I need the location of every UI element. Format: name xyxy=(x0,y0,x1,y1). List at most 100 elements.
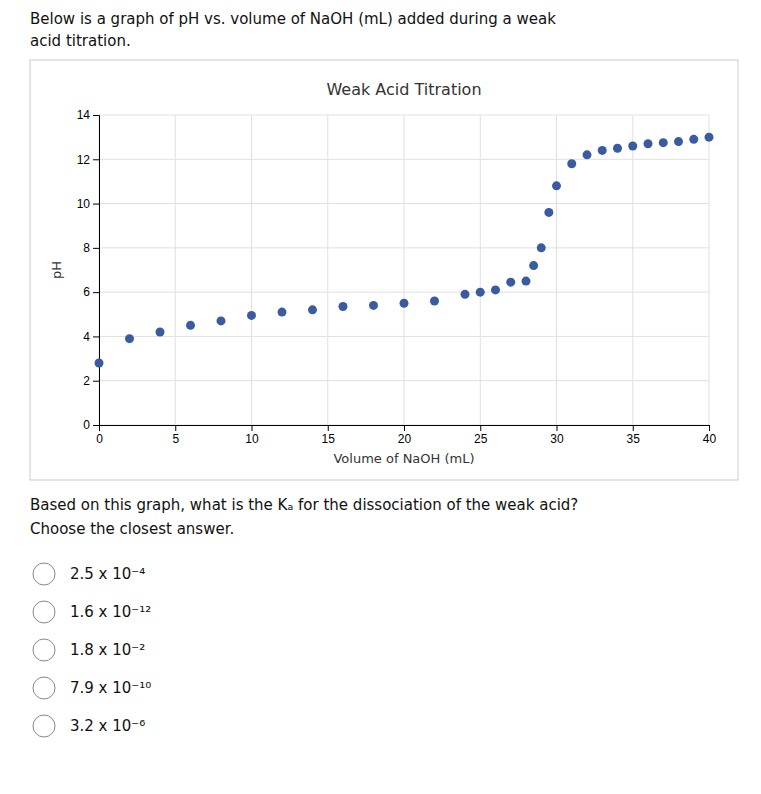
tick-mark xyxy=(93,381,99,382)
point xyxy=(522,277,531,286)
grid-line-x xyxy=(632,115,633,425)
tick: 10 xyxy=(245,425,259,446)
page: Below is a graph of pH vs. volume of NaO… xyxy=(0,0,761,794)
grid-line-x xyxy=(480,115,481,425)
point xyxy=(125,334,134,343)
tick-label: 30 xyxy=(550,432,564,446)
grid-line-y xyxy=(99,336,709,337)
tick-label: 0 xyxy=(96,432,103,446)
tick: 0 xyxy=(83,418,99,432)
point xyxy=(628,142,637,151)
tick: 0 xyxy=(96,425,103,446)
tick-mark xyxy=(93,115,99,116)
axis-line xyxy=(93,116,100,426)
header-text: Below is a graph of pH vs. volume of NaO… xyxy=(30,10,556,28)
point xyxy=(705,133,714,142)
point xyxy=(217,316,226,325)
choice-text: 1.8 x 10⁻² xyxy=(70,641,145,659)
point xyxy=(689,135,698,144)
tick-label: 40 xyxy=(703,432,717,446)
grid-line-y xyxy=(99,159,709,160)
x-axis-title: Volume of NaOH (mL) xyxy=(333,451,474,466)
tick: 15 xyxy=(322,425,336,446)
point xyxy=(461,290,470,299)
tick: 10 xyxy=(77,197,99,211)
tick: 20 xyxy=(398,425,412,446)
point xyxy=(156,328,165,337)
choice-text: 3.2 x 10⁻⁶ xyxy=(70,717,145,735)
tick-mark xyxy=(404,425,405,431)
grid-line-x xyxy=(251,115,252,425)
point xyxy=(339,302,348,311)
grid-line-y xyxy=(99,115,709,116)
grid-line-x xyxy=(175,115,176,425)
y-axis-title: pH xyxy=(49,261,64,279)
grid-line-y xyxy=(99,292,709,293)
tick-mark xyxy=(633,425,634,431)
point xyxy=(674,137,683,146)
panel-border xyxy=(30,60,738,480)
radio-button xyxy=(33,715,55,737)
choice-text: 2.5 x 10⁻⁴ xyxy=(70,565,145,583)
tick: 30 xyxy=(550,425,564,446)
tick-mark xyxy=(93,159,99,160)
point xyxy=(369,301,378,310)
radio-button xyxy=(33,639,55,661)
tick-mark xyxy=(93,292,99,293)
question-text: Choose the closest answer. xyxy=(30,520,234,538)
point xyxy=(529,261,538,270)
point xyxy=(308,305,317,314)
tick: 6 xyxy=(83,285,99,299)
point xyxy=(506,278,515,287)
point xyxy=(537,243,546,252)
tick-mark xyxy=(709,425,710,431)
tick: 25 xyxy=(474,425,488,446)
tick-mark xyxy=(93,204,99,205)
tick-label: 0 xyxy=(83,418,90,432)
radio-button xyxy=(33,563,55,585)
tick-mark xyxy=(328,425,329,431)
radio-button xyxy=(33,677,55,699)
tick: 2 xyxy=(83,374,99,388)
tick-mark xyxy=(175,425,176,431)
point xyxy=(552,181,561,190)
tick-label: 35 xyxy=(627,432,641,446)
point xyxy=(491,285,500,294)
grid xyxy=(99,115,709,425)
tick-label: 5 xyxy=(172,432,179,446)
choice-text: 7.9 x 10⁻¹⁰ xyxy=(70,679,151,697)
tick-label: 10 xyxy=(245,432,259,446)
choice-text: 1.6 x 10⁻¹² xyxy=(70,603,151,621)
point xyxy=(644,139,653,148)
point xyxy=(186,321,195,330)
tick-label: 14 xyxy=(77,108,91,122)
tick-mark xyxy=(93,248,99,249)
tick: 35 xyxy=(627,425,641,446)
radio-button xyxy=(33,601,55,623)
point xyxy=(430,297,439,306)
point xyxy=(544,208,553,217)
tick-label: 10 xyxy=(77,197,91,211)
grid-line-x xyxy=(404,115,405,425)
y-axis: 0 2 4 6 8 10 12 14 xyxy=(77,108,100,432)
plot-area: 0 5 10 15 20 25 30 35 40 0 2 4 6 8 10 12 14 xyxy=(77,108,717,445)
grid-line-y xyxy=(99,380,709,381)
axis-line xyxy=(100,426,710,432)
point xyxy=(598,146,607,155)
point xyxy=(95,359,104,368)
point xyxy=(476,288,485,297)
grid-line-x xyxy=(327,115,328,425)
tick-label: 8 xyxy=(83,241,90,255)
tick-label: 4 xyxy=(83,330,90,344)
tick-mark xyxy=(557,425,558,431)
grid-line-x xyxy=(709,115,710,425)
chart-title: Weak Acid Titration xyxy=(326,80,481,99)
tick-mark xyxy=(93,336,99,337)
point xyxy=(278,308,287,317)
tick: 14 xyxy=(77,108,99,122)
point xyxy=(583,150,592,159)
point xyxy=(659,138,668,147)
question-text: Based on this graph, what is the Kₐ for … xyxy=(30,496,578,514)
grid-line-y xyxy=(99,203,709,204)
tick-label: 12 xyxy=(77,153,91,167)
